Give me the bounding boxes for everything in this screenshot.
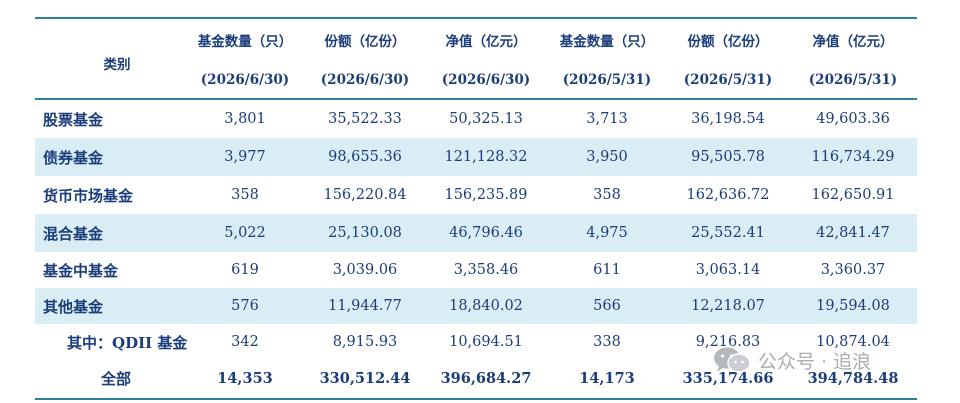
table-row-money-market: 货币市场基金 358 156,220.84 156,235.89 358 162… [35,176,917,214]
cell-count-jun: 5,022 [224,225,266,241]
table-row-hybrid: 混合基金 5,022 25,130.08 46,796.46 4,975 25,… [35,214,917,252]
cell-share-jun: 330,512.44 [319,369,411,387]
cell-share-jun: 25,130.08 [328,225,402,241]
header-col5-date: (2026/5/31) [683,72,773,88]
table-top-rule [35,17,917,19]
cell-nav-may: 49,603.36 [816,111,890,127]
header-col4-title: 基金数量（只） [559,34,655,50]
header-col3-title: 净值（亿元） [445,34,527,50]
cell-share-jun: 3,039.06 [332,262,398,278]
cell-share-may: 36,198.54 [691,111,765,127]
cell-count-jun: 342 [231,334,259,350]
cell-count-may: 3,713 [586,111,628,127]
header-col4-date: (2026/5/31) [562,72,652,88]
cell-share-jun: 98,655.36 [328,149,402,165]
cell-nav-may: 19,594.08 [816,298,890,314]
header-col2-title: 份额（亿份） [324,34,406,50]
cell-share-jun: 35,522.33 [328,111,402,127]
table-row-bond: 债券基金 3,977 98,655.36 121,128.32 3,950 95… [35,138,917,176]
row-label: 其中：QDII 基金 [67,333,188,352]
cell-nav-may: 394,784.48 [807,369,899,387]
table-row-stock: 股票基金 3,801 35,522.33 50,325.13 3,713 36,… [35,100,917,138]
cell-share-may: 9,216.83 [695,334,761,350]
cell-nav-jun: 18,840.02 [449,298,523,314]
table-row-total: 全部 14,353 330,512.44 396,684.27 14,173 3… [35,360,917,396]
cell-count-may: 566 [593,298,621,314]
header-col2-date: (2026/6/30) [320,72,410,88]
cell-count-jun: 3,801 [224,111,266,127]
wechat-icon [714,347,751,373]
cell-count-may: 358 [593,187,621,203]
header-category: 类别 [103,57,131,73]
cell-share-jun: 156,220.84 [323,187,407,203]
cell-nav-jun: 46,796.46 [449,225,523,241]
cell-share-may: 162,636.72 [686,187,770,203]
cell-count-jun: 576 [231,298,259,314]
row-label: 债券基金 [43,148,104,167]
row-label: 货币市场基金 [43,186,134,205]
cell-nav-may: 116,734.29 [811,149,895,165]
row-label: 全部 [101,369,132,388]
header-bottom-rule [35,98,917,100]
cell-count-may: 338 [593,334,621,350]
watermark-text: 公众号 · 追浪 [758,350,872,373]
table-row-qdii: 其中：QDII 基金 342 8,915.93 10,694.51 338 9,… [35,324,917,360]
cell-nav-jun: 156,235.89 [444,187,528,203]
cell-nav-may: 162,650.91 [811,187,895,203]
cell-count-jun: 358 [231,187,259,203]
cell-share-jun: 11,944.77 [328,298,402,314]
table-row-fof: 基金中基金 619 3,039.06 3,358.46 611 3,063.14… [35,252,917,288]
cell-nav-may: 3,360.37 [820,262,886,278]
header-col6-date: (2026/5/31) [808,72,898,88]
cell-share-may: 335,174.66 [682,369,774,387]
cell-nav-jun: 396,684.27 [440,369,532,387]
watermark: 公众号 · 追浪 [712,346,871,374]
header-col1-title: 基金数量（只） [197,34,293,50]
row-label: 其他基金 [43,297,104,316]
cell-count-may: 3,950 [586,149,628,165]
header-col1-date: (2026/6/30) [200,72,290,88]
cell-nav-jun: 50,325.13 [449,111,523,127]
cell-nav-may: 10,874.04 [816,334,890,350]
cell-share-may: 95,505.78 [691,149,765,165]
table-row-other: 其他基金 576 11,944.77 18,840.02 566 12,218.… [35,288,917,324]
row-label: 混合基金 [43,224,104,243]
row-label: 股票基金 [43,110,104,129]
cell-nav-jun: 10,694.51 [449,334,523,350]
header-col5-title: 份额（亿份） [687,34,769,50]
cell-share-jun: 8,915.93 [332,334,398,350]
cell-nav-may: 42,841.47 [816,225,890,241]
cell-count-jun: 3,977 [224,149,266,165]
cell-share-may: 3,063.14 [695,262,761,278]
cell-count-jun: 14,353 [217,369,273,387]
cell-count-may: 14,173 [579,369,635,387]
cell-count-may: 4,975 [586,225,628,241]
cell-nav-jun: 3,358.46 [453,262,519,278]
cell-count-jun: 619 [231,262,259,278]
row-label: 基金中基金 [43,261,119,280]
header-col6-title: 净值（亿元） [812,34,894,50]
cell-share-may: 12,218.07 [691,298,765,314]
cell-count-may: 611 [593,262,621,278]
cell-nav-jun: 121,128.32 [444,149,528,165]
table-bottom-rule [35,398,917,400]
cell-share-may: 25,552.41 [691,225,765,241]
header-col3-date: (2026/6/30) [441,72,531,88]
